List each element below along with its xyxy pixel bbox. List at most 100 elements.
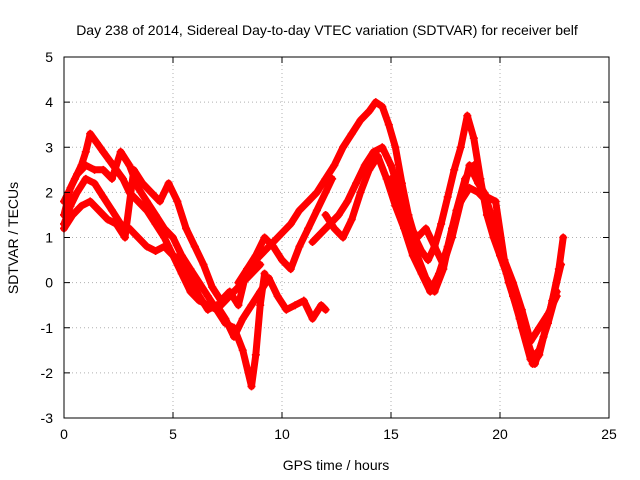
data-point — [330, 224, 339, 233]
data-point — [371, 98, 380, 107]
data-point — [321, 305, 330, 314]
data-point — [365, 165, 374, 174]
data-point — [99, 165, 108, 174]
data-point — [99, 147, 108, 156]
data-point — [260, 269, 269, 278]
y-tick-label: 3 — [45, 139, 53, 155]
data-point — [552, 292, 561, 301]
data-point — [186, 274, 195, 283]
data-point — [448, 233, 457, 242]
data-point — [500, 256, 509, 265]
y-tick-label: -3 — [41, 410, 54, 426]
data-point — [465, 161, 474, 170]
data-point — [360, 161, 369, 170]
data-point — [177, 256, 186, 265]
data-point — [138, 179, 147, 188]
data-point — [384, 120, 393, 129]
data-point — [264, 274, 273, 283]
data-point — [142, 242, 151, 251]
data-point — [151, 210, 160, 219]
x-tick-label: 5 — [169, 426, 177, 442]
data-point — [312, 188, 321, 197]
data-point — [417, 269, 426, 278]
data-point — [339, 143, 348, 152]
data-point — [164, 179, 173, 188]
data-point — [230, 332, 239, 341]
data-point — [203, 292, 212, 301]
data-point — [304, 224, 313, 233]
data-point — [413, 233, 422, 242]
data-point — [387, 161, 395, 170]
x-tick-label: 0 — [60, 426, 68, 442]
data-point — [430, 242, 439, 251]
data-point — [221, 314, 230, 323]
data-point — [112, 219, 121, 228]
x-axis-title: GPS time / hours — [283, 457, 390, 473]
data-point — [73, 170, 82, 179]
data-point — [151, 247, 160, 256]
data-point — [365, 107, 374, 116]
data-point — [352, 179, 361, 188]
series-trace-4 — [60, 165, 337, 310]
data-point — [339, 233, 348, 242]
data-point — [256, 287, 265, 296]
data-point — [134, 197, 143, 206]
data-point — [125, 161, 134, 170]
data-point — [456, 197, 465, 206]
data-point — [73, 188, 82, 197]
x-tick-label: 25 — [601, 426, 617, 442]
data-point — [373, 152, 382, 161]
data-point — [426, 287, 435, 296]
data-point — [260, 247, 269, 256]
data-point — [155, 197, 164, 206]
data-point — [291, 301, 300, 310]
data-point — [334, 210, 343, 219]
data-point — [356, 188, 365, 197]
data-point — [378, 143, 387, 152]
axis-ticks: 0 5 10 15 20 25 -3 -2 -1 0 1 2 3 4 5 — [41, 49, 617, 442]
data-point — [317, 301, 326, 310]
data-point — [456, 143, 465, 152]
data-point — [450, 165, 459, 174]
data-point — [116, 147, 125, 156]
data-point — [299, 296, 308, 305]
data-point — [243, 265, 252, 274]
data-point — [408, 251, 417, 260]
data-point — [134, 183, 143, 192]
x-tick-label: 20 — [492, 426, 508, 442]
data-point — [81, 161, 90, 170]
x-tick-label: 10 — [274, 426, 290, 442]
data-point — [203, 305, 212, 314]
data-point — [212, 301, 221, 310]
data-point — [160, 224, 169, 233]
data-point — [487, 210, 496, 219]
data-point — [66, 201, 75, 210]
data-point — [92, 138, 101, 147]
data-point — [208, 283, 217, 292]
series-band — [387, 161, 561, 345]
data-point — [225, 287, 234, 296]
data-point — [369, 147, 378, 156]
data-point — [400, 224, 409, 233]
data-point — [269, 238, 278, 247]
data-point — [286, 265, 295, 274]
data-point — [474, 179, 483, 188]
data-point — [94, 206, 103, 215]
data-point — [404, 219, 413, 228]
data-point — [387, 174, 395, 183]
y-tick-label: -2 — [41, 365, 54, 381]
data-point — [278, 256, 286, 265]
data-point — [343, 197, 352, 206]
data-point — [469, 134, 478, 143]
data-point — [103, 215, 112, 224]
data-point — [195, 278, 204, 287]
data-point — [321, 188, 330, 197]
y-tick-label: 5 — [45, 49, 53, 65]
series-trace-8 — [387, 161, 561, 346]
series-layer — [60, 98, 568, 391]
data-point — [439, 260, 448, 269]
data-point — [234, 278, 243, 287]
y-tick-label: 2 — [45, 184, 53, 200]
y-tick-label: 0 — [45, 275, 53, 291]
